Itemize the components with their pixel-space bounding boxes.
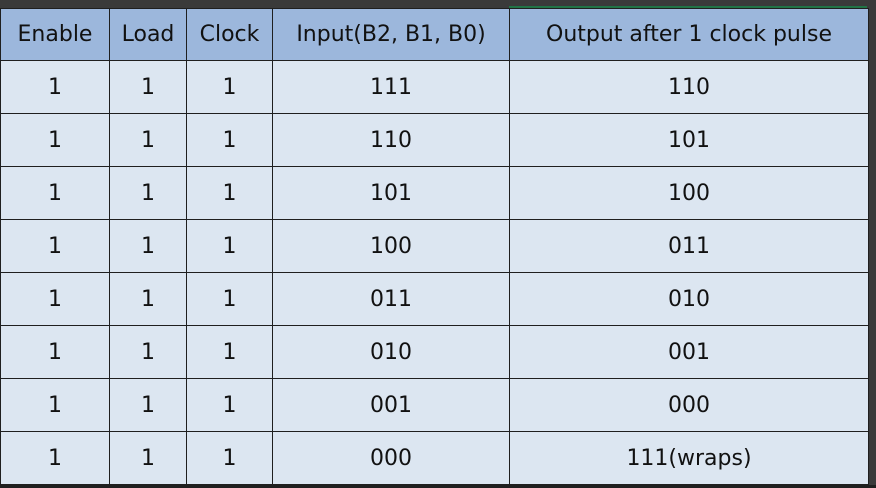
sheet-bottom-edge <box>0 485 876 488</box>
cell-enable[interactable]: 1 <box>0 431 110 485</box>
header-load[interactable]: Load <box>109 8 187 61</box>
table-row: 1 1 1 001 000 <box>0 378 869 432</box>
cell-load[interactable]: 1 <box>109 431 187 485</box>
cell-load[interactable]: 1 <box>109 166 187 220</box>
cell-enable[interactable]: 1 <box>0 60 110 114</box>
cell-input[interactable]: 100 <box>272 219 510 273</box>
cell-enable[interactable]: 1 <box>0 219 110 273</box>
table-row: 1 1 1 000 111(wraps) <box>0 431 869 485</box>
header-row: Enable Load Clock Input(B2, B1, B0) Outp… <box>0 8 869 61</box>
cell-enable[interactable]: 1 <box>0 325 110 379</box>
cell-input[interactable]: 000 <box>272 431 510 485</box>
cell-input[interactable]: 110 <box>272 113 510 167</box>
cell-enable[interactable]: 1 <box>0 113 110 167</box>
cell-input[interactable]: 001 <box>272 378 510 432</box>
table-row: 1 1 1 011 010 <box>0 272 869 326</box>
cell-clock[interactable]: 1 <box>186 431 273 485</box>
cell-clock[interactable]: 1 <box>186 219 273 273</box>
truth-table: Enable Load Clock Input(B2, B1, B0) Outp… <box>0 8 869 485</box>
header-output[interactable]: Output after 1 clock pulse <box>509 8 869 61</box>
cell-output[interactable]: 010 <box>509 272 869 326</box>
cell-clock[interactable]: 1 <box>186 272 273 326</box>
cell-load[interactable]: 1 <box>109 113 187 167</box>
cell-enable[interactable]: 1 <box>0 272 110 326</box>
cell-input[interactable]: 101 <box>272 166 510 220</box>
selected-column-indicator <box>509 6 867 8</box>
table-row: 1 1 1 100 011 <box>0 219 869 273</box>
cell-load[interactable]: 1 <box>109 219 187 273</box>
cell-clock[interactable]: 1 <box>186 378 273 432</box>
table-row: 1 1 1 101 100 <box>0 166 869 220</box>
cell-enable[interactable]: 1 <box>0 378 110 432</box>
cell-output[interactable]: 111(wraps) <box>509 431 869 485</box>
cell-output[interactable]: 011 <box>509 219 869 273</box>
header-enable[interactable]: Enable <box>0 8 110 61</box>
cell-load[interactable]: 1 <box>109 325 187 379</box>
cell-input[interactable]: 111 <box>272 60 510 114</box>
table-row: 1 1 1 111 110 <box>0 60 869 114</box>
sheet-edge <box>867 0 876 488</box>
cell-load[interactable]: 1 <box>109 60 187 114</box>
cell-clock[interactable]: 1 <box>186 325 273 379</box>
cell-input[interactable]: 011 <box>272 272 510 326</box>
cell-enable[interactable]: 1 <box>0 166 110 220</box>
cell-output[interactable]: 000 <box>509 378 869 432</box>
table-row: 1 1 1 010 001 <box>0 325 869 379</box>
cell-load[interactable]: 1 <box>109 378 187 432</box>
cell-output[interactable]: 001 <box>509 325 869 379</box>
column-header-strip <box>0 0 876 8</box>
table-row: 1 1 1 110 101 <box>0 113 869 167</box>
header-input[interactable]: Input(B2, B1, B0) <box>272 8 510 61</box>
header-clock[interactable]: Clock <box>186 8 273 61</box>
cell-output[interactable]: 101 <box>509 113 869 167</box>
cell-clock[interactable]: 1 <box>186 166 273 220</box>
cell-output[interactable]: 110 <box>509 60 869 114</box>
cell-load[interactable]: 1 <box>109 272 187 326</box>
cell-clock[interactable]: 1 <box>186 60 273 114</box>
cell-clock[interactable]: 1 <box>186 113 273 167</box>
cell-output[interactable]: 100 <box>509 166 869 220</box>
cell-input[interactable]: 010 <box>272 325 510 379</box>
